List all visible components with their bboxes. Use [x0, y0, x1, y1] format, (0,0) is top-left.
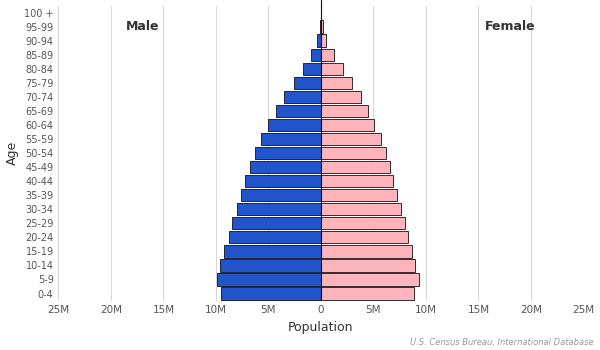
Bar [321, 49, 334, 61]
Bar [321, 259, 415, 272]
Bar [321, 105, 368, 117]
Bar [321, 119, 374, 131]
Bar [321, 20, 323, 33]
Bar [321, 133, 381, 145]
Bar [221, 287, 321, 300]
Bar [321, 77, 352, 89]
Bar [321, 35, 326, 47]
Bar [311, 49, 321, 61]
Bar [317, 35, 321, 47]
Bar [321, 63, 343, 75]
Bar [229, 231, 321, 244]
Bar [241, 189, 321, 201]
Bar [232, 217, 321, 230]
Bar [255, 147, 321, 159]
Bar [321, 287, 415, 300]
Bar [261, 133, 321, 145]
Bar [321, 217, 405, 230]
Bar [321, 91, 361, 103]
Bar [303, 63, 321, 75]
Text: Male: Male [126, 20, 159, 33]
Bar [245, 175, 321, 187]
Bar [321, 175, 394, 187]
Bar [237, 203, 321, 215]
Bar [321, 273, 419, 286]
Bar [320, 20, 321, 33]
Bar [321, 161, 390, 173]
Bar [321, 147, 386, 159]
Bar [217, 273, 321, 286]
Y-axis label: Age: Age [5, 141, 19, 165]
Text: U.S. Census Bureau, International Database: U.S. Census Bureau, International Databa… [410, 337, 594, 346]
Bar [276, 105, 321, 117]
Bar [220, 259, 321, 272]
Bar [268, 119, 321, 131]
Text: Female: Female [485, 20, 535, 33]
Bar [284, 91, 321, 103]
X-axis label: Population: Population [288, 321, 353, 334]
Bar [321, 189, 397, 201]
Bar [321, 245, 412, 258]
Bar [293, 77, 321, 89]
Bar [224, 245, 321, 258]
Bar [321, 231, 408, 244]
Bar [250, 161, 321, 173]
Bar [321, 203, 401, 215]
